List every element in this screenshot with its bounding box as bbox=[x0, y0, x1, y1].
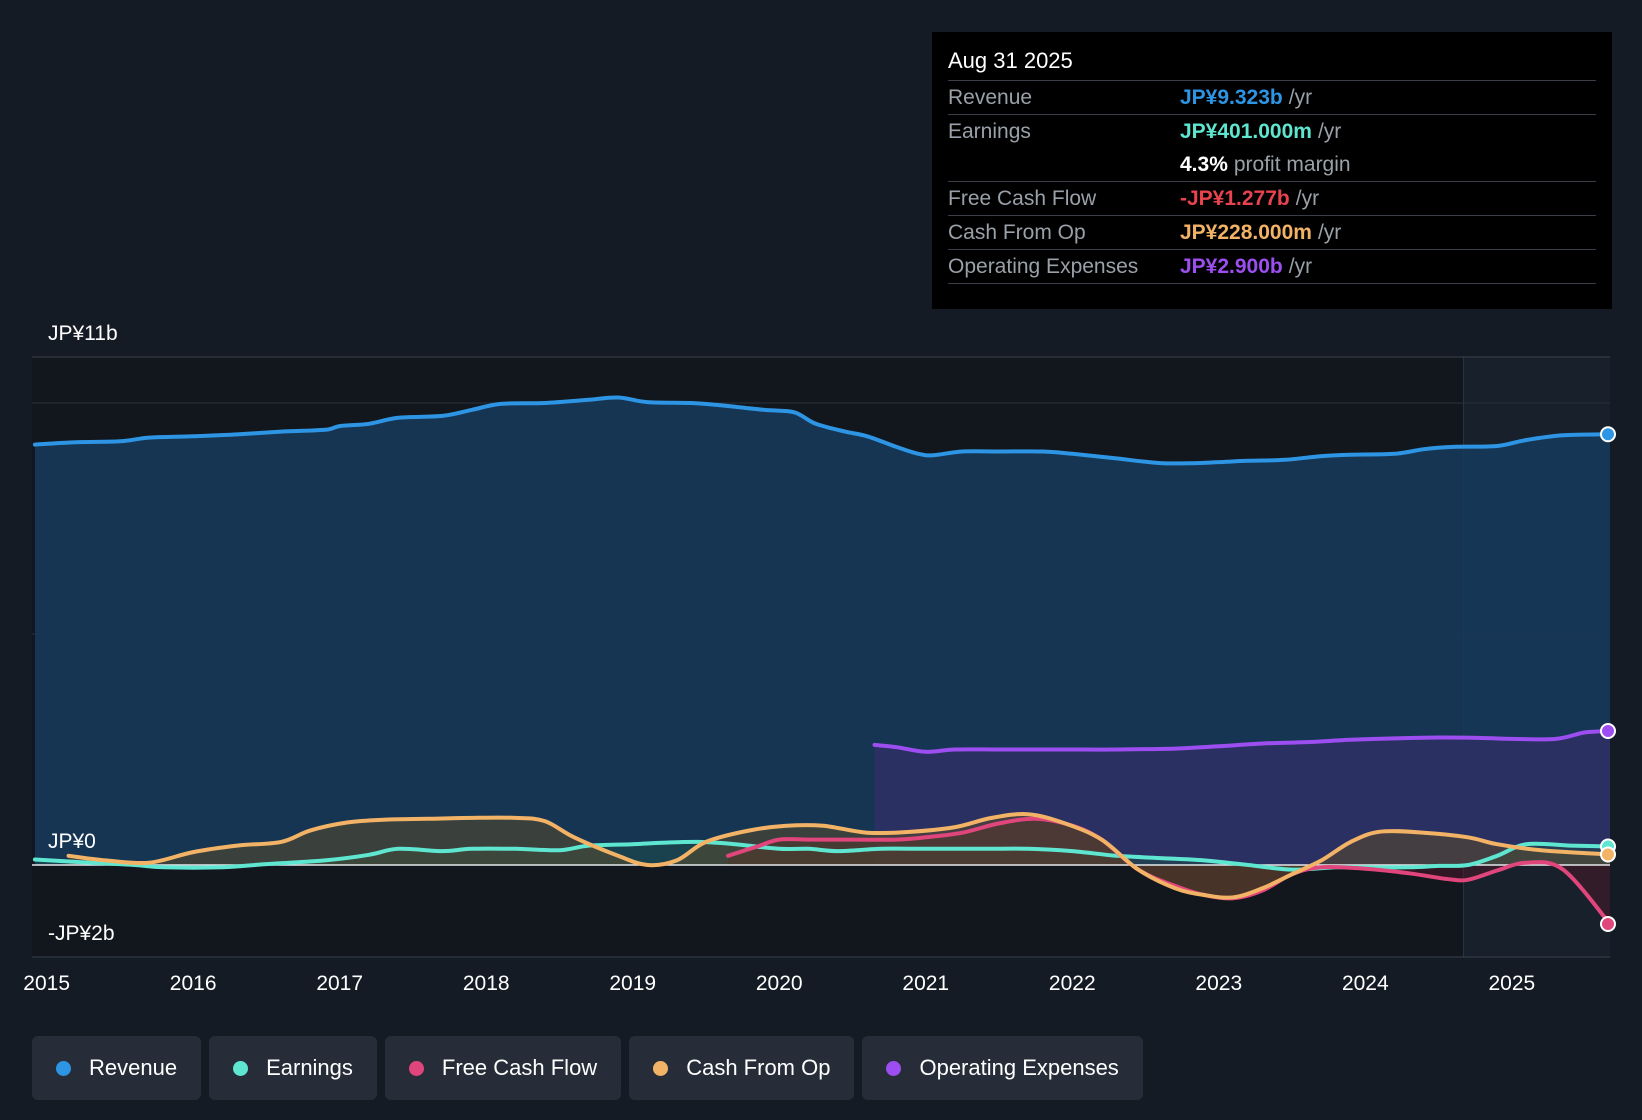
tooltip-panel: Aug 31 2025 Revenue JP¥9.323b /yr Earnin… bbox=[932, 32, 1612, 309]
legend-item-earnings[interactable]: Earnings bbox=[209, 1036, 377, 1100]
cash-from-op-dot-icon bbox=[653, 1060, 669, 1076]
tooltip-row-cash-from-op: Cash From Op JP¥228.000m /yr bbox=[948, 216, 1596, 250]
x-tick-label: 2019 bbox=[609, 972, 656, 995]
tooltip-value: JP¥9.323b bbox=[1180, 86, 1283, 109]
x-tick-label: 2020 bbox=[756, 972, 803, 995]
tooltip-label: Cash From Op bbox=[948, 221, 1086, 244]
x-tick-label: 2025 bbox=[1488, 972, 1535, 995]
legend-item-free-cash-flow[interactable]: Free Cash Flow bbox=[384, 1036, 622, 1100]
tooltip-row-revenue: Revenue JP¥9.323b /yr bbox=[948, 81, 1596, 115]
y-label-bottom: -JP¥2b bbox=[48, 922, 115, 945]
earnings-dot-icon bbox=[233, 1060, 249, 1076]
tooltip-unit: /yr bbox=[1317, 221, 1342, 244]
legend-label: Cash From Op bbox=[686, 1055, 831, 1080]
tooltip-unit: profit margin bbox=[1233, 153, 1351, 176]
operating-expenses-line bbox=[872, 729, 1612, 754]
legend-item-operating-expenses[interactable]: Operating Expenses bbox=[862, 1036, 1143, 1100]
y-label-top: JP¥11b bbox=[48, 322, 118, 345]
legend-label: Earnings bbox=[266, 1055, 353, 1080]
earnings-line bbox=[32, 839, 1612, 872]
chart-legend: Revenue Earnings Free Cash Flow Cash Fro… bbox=[32, 1036, 1151, 1100]
tooltip-label: Operating Expenses bbox=[948, 255, 1139, 278]
operating-expenses-dot-icon bbox=[886, 1060, 902, 1076]
x-tick-label: 2016 bbox=[170, 972, 217, 995]
free-cash-flow-dot-icon bbox=[408, 1060, 424, 1076]
tooltip-label: Free Cash Flow bbox=[948, 187, 1097, 210]
tooltip-unit: /yr bbox=[1295, 187, 1320, 210]
free-cash-flow-line bbox=[726, 816, 1612, 926]
legend-label: Revenue bbox=[89, 1055, 178, 1080]
tooltip-unit: /yr bbox=[1288, 86, 1313, 109]
x-tick-label: 2018 bbox=[463, 972, 510, 995]
tooltip-date: Aug 31 2025 bbox=[948, 46, 1596, 81]
tooltip-row-earnings: Earnings JP¥401.000m /yr bbox=[948, 115, 1596, 148]
tooltip-label: Revenue bbox=[948, 86, 1033, 109]
x-tick-label: 2015 bbox=[23, 972, 70, 995]
tooltip-unit: /yr bbox=[1317, 120, 1342, 143]
revenue-dot-icon bbox=[56, 1060, 71, 1076]
legend-item-revenue[interactable]: Revenue bbox=[32, 1036, 202, 1100]
tooltip-value: JP¥228.000m bbox=[1180, 221, 1312, 244]
legend-label: Free Cash Flow bbox=[441, 1055, 598, 1080]
tooltip-row-profit-margin: 4.3% profit margin bbox=[948, 148, 1596, 182]
tooltip-value: JP¥401.000m bbox=[1180, 120, 1312, 143]
cash-from-op-area bbox=[68, 814, 1611, 898]
tooltip-value: 4.3% bbox=[1180, 153, 1228, 176]
tooltip-row-free-cash-flow: Free Cash Flow -JP¥1.277b /yr bbox=[948, 182, 1596, 216]
operating-expenses-end-marker bbox=[1600, 723, 1616, 740]
x-tick-label: 2017 bbox=[316, 972, 363, 995]
tooltip-unit: /yr bbox=[1288, 255, 1313, 278]
x-tick-label: 2023 bbox=[1195, 972, 1242, 995]
x-tick-label: 2022 bbox=[1049, 972, 1096, 995]
tooltip-label bbox=[948, 148, 1180, 181]
tooltip-label: Earnings bbox=[948, 120, 1031, 143]
x-tick-label: 2024 bbox=[1342, 972, 1389, 995]
legend-item-cash-from-op[interactable]: Cash From Op bbox=[629, 1036, 855, 1100]
revenue-end-marker bbox=[1600, 426, 1616, 443]
tooltip-value: JP¥2.900b bbox=[1180, 255, 1283, 278]
tooltip-value: -JP¥1.277b bbox=[1180, 187, 1290, 210]
free-cash-flow-end-marker bbox=[1600, 915, 1616, 932]
cash-from-op-line bbox=[66, 812, 1612, 900]
x-tick-label: 2021 bbox=[902, 972, 949, 995]
cash-from-op-end-marker bbox=[1600, 846, 1616, 863]
legend-label: Operating Expenses bbox=[919, 1055, 1119, 1080]
tooltip-row-operating-expenses: Operating Expenses JP¥2.900b /yr bbox=[948, 250, 1596, 284]
y-label-zero: JP¥0 bbox=[48, 830, 96, 853]
revenue-line bbox=[32, 395, 1612, 466]
